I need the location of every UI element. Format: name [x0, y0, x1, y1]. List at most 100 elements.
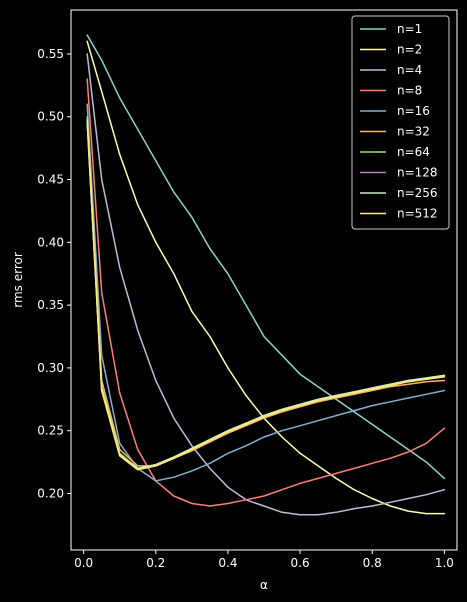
data-point	[173, 417, 175, 419]
y-tick-label: 0.25	[37, 424, 64, 438]
legend-items: n=1 n=2 n=4 n=8 n=16 n=32 n=64 n=128 n=256 n=512	[360, 22, 438, 221]
data-point	[407, 379, 409, 382]
data-point	[335, 477, 337, 480]
legend-label: n=128	[397, 166, 438, 180]
data-point	[173, 457, 175, 459]
data-point	[86, 78, 88, 80]
data-point	[389, 501, 391, 503]
data-point	[335, 472, 337, 474]
data-point	[209, 505, 211, 507]
data-point	[245, 423, 247, 426]
data-point	[443, 477, 445, 480]
data-point	[263, 495, 265, 497]
data-point	[407, 397, 409, 399]
data-point	[389, 436, 391, 438]
y-axis-label: rms error	[11, 252, 25, 308]
data-point	[443, 427, 445, 429]
legend-item: n=1	[360, 22, 422, 36]
legend-item: n=256	[360, 186, 438, 200]
y-tick-label: 0.40	[37, 235, 64, 249]
data-point	[209, 467, 211, 469]
legend-label: n=2	[397, 43, 422, 57]
data-point	[281, 411, 283, 413]
data-point	[389, 401, 391, 403]
data-point	[173, 273, 175, 275]
data-point	[209, 462, 211, 464]
data-point	[101, 291, 103, 294]
legend-label: n=512	[397, 207, 438, 221]
data-point	[425, 381, 427, 383]
data-point	[407, 448, 409, 451]
legend-item: n=8	[360, 84, 422, 98]
data-point	[86, 53, 88, 55]
data-point	[353, 393, 355, 395]
data-point	[173, 495, 175, 497]
data-point	[155, 464, 157, 466]
data-point	[227, 486, 229, 488]
data-point	[209, 335, 211, 338]
data-point	[137, 465, 139, 467]
legend-item: n=512	[360, 207, 438, 221]
data-point	[137, 448, 139, 451]
data-point	[119, 442, 121, 444]
data-point	[335, 511, 337, 513]
axes-frame	[70, 9, 458, 551]
data-point	[425, 393, 427, 395]
data-point	[245, 422, 247, 424]
x-axis-ticks: 0.0 0.2 0.4 0.6 0.8 1.0	[74, 550, 454, 570]
data-point	[245, 304, 247, 306]
x-tick-label: 0.6	[291, 556, 310, 570]
data-point	[137, 128, 139, 130]
data-point	[389, 457, 391, 459]
data-point	[407, 451, 409, 453]
data-point	[335, 415, 337, 417]
legend-label: n=64	[397, 145, 430, 159]
data-point	[407, 510, 409, 512]
data-point	[281, 408, 283, 410]
data-point	[86, 116, 88, 118]
data-point	[281, 410, 283, 412]
data-point	[443, 389, 445, 392]
data-point	[443, 512, 445, 515]
data-point	[263, 436, 265, 438]
data-point	[86, 34, 88, 36]
data-point	[317, 398, 319, 400]
data-point	[443, 379, 445, 382]
data-point	[299, 404, 301, 407]
y-tick-label: 0.50	[37, 110, 64, 124]
y-tick-label: 0.35	[37, 298, 64, 312]
y-axis-ticks: 0.20 0.25 0.30 0.35 0.40 0.45 0.50 0.55	[37, 47, 71, 500]
data-point	[245, 425, 247, 427]
data-point	[299, 373, 301, 375]
plot-area	[70, 9, 458, 551]
data-point	[317, 465, 319, 467]
data-point	[407, 381, 409, 383]
data-point	[119, 392, 121, 394]
data-point	[317, 420, 319, 422]
legend-label: n=8	[397, 84, 422, 98]
x-tick-label: 0.2	[146, 556, 165, 570]
series-layer	[86, 34, 446, 516]
data-point	[371, 404, 373, 407]
data-point	[317, 399, 319, 402]
legend-item: n=4	[360, 63, 422, 77]
data-point	[353, 410, 355, 412]
data-point	[389, 383, 391, 385]
data-point	[299, 425, 301, 427]
legend-item: n=2	[360, 43, 422, 57]
data-point	[119, 153, 121, 156]
data-point	[335, 397, 337, 399]
data-point	[263, 416, 265, 418]
data-point	[191, 448, 193, 451]
data-point	[101, 354, 103, 356]
data-point	[371, 497, 373, 500]
legend-label: n=256	[397, 186, 438, 200]
data-point	[281, 354, 283, 356]
legend-label: n=1	[397, 22, 422, 36]
data-point	[137, 469, 139, 471]
data-point	[155, 241, 157, 243]
data-point	[86, 119, 88, 122]
data-point	[86, 103, 88, 105]
data-point	[371, 462, 373, 464]
